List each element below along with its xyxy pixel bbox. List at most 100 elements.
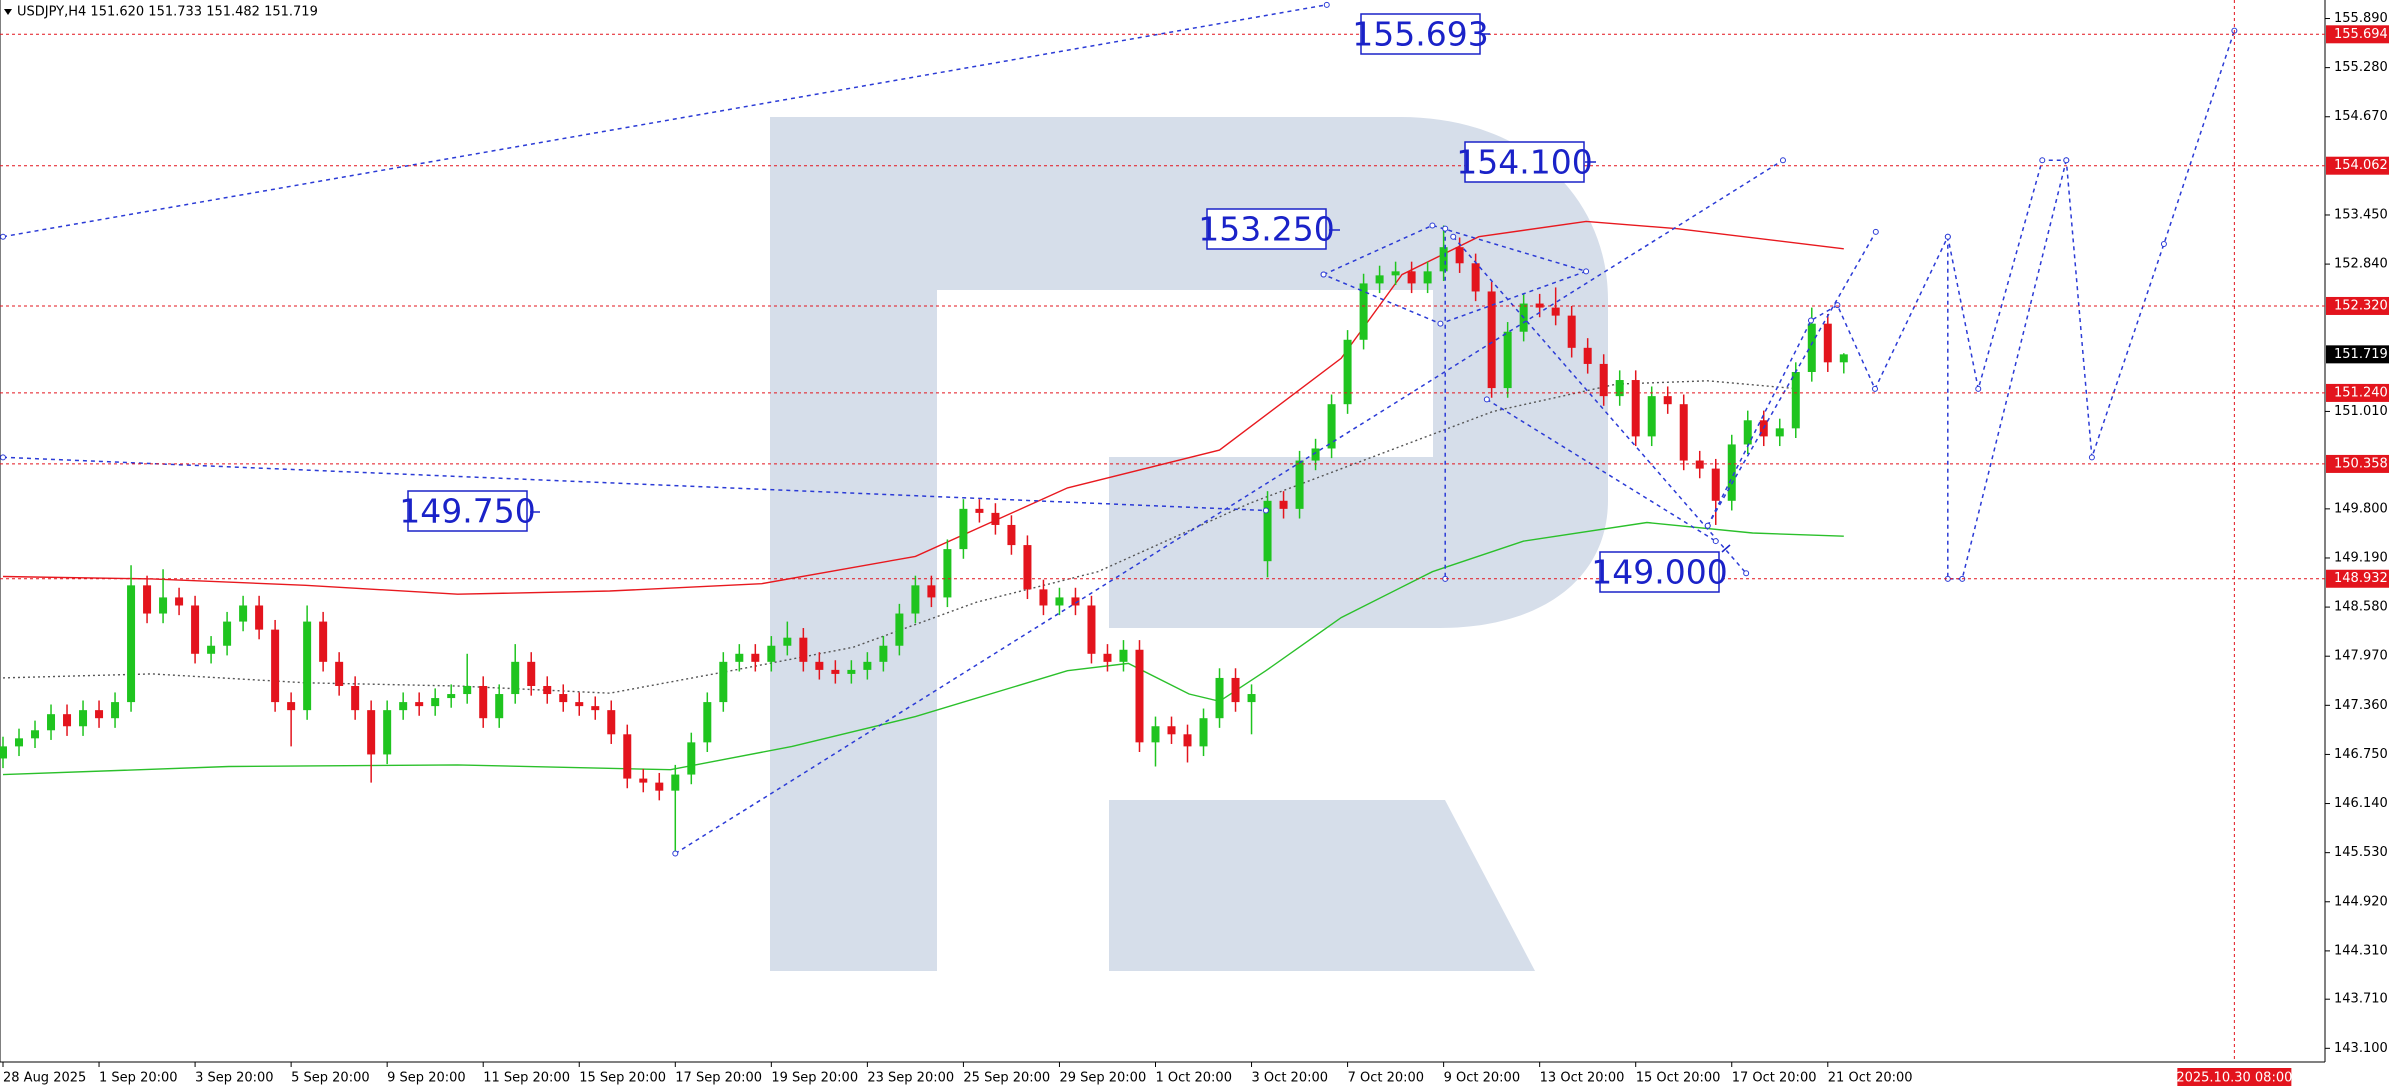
candle-body <box>1663 396 1672 405</box>
candle-body <box>1247 694 1256 703</box>
candle-body <box>751 653 760 662</box>
candle-body <box>1599 363 1608 397</box>
y-tick-label: 154.670 <box>2334 109 2388 124</box>
candle-body <box>463 685 472 695</box>
level-label: 150.358 <box>2334 456 2388 471</box>
candle-body <box>1103 653 1112 662</box>
x-tick-label: 17 Sep 20:00 <box>675 1071 762 1086</box>
candle-body <box>1775 428 1784 437</box>
level-label: 148.932 <box>2334 571 2388 586</box>
candle-body <box>815 661 824 670</box>
watermark <box>770 117 1608 971</box>
candle-body <box>1279 500 1288 509</box>
candle-body <box>1679 404 1688 461</box>
watermark <box>1109 800 1535 971</box>
candle-body <box>1023 545 1032 590</box>
candle-body <box>335 661 344 686</box>
candle-body <box>1231 677 1240 703</box>
candle-body <box>1135 649 1144 743</box>
candle-body <box>1631 380 1640 437</box>
annotation-box <box>1464 141 1585 183</box>
candle-body <box>351 685 360 711</box>
candle-body <box>1343 339 1352 405</box>
time-marker-bg <box>2177 1068 2292 1086</box>
candle-body <box>687 742 696 775</box>
y-tick-label: 149.800 <box>2334 501 2388 516</box>
candle-body <box>671 774 680 791</box>
annotation-box <box>1360 13 1481 55</box>
candle-body <box>1455 247 1464 264</box>
candle-body <box>319 621 328 662</box>
y-tick-label: 149.190 <box>2334 550 2388 565</box>
anchor-point <box>0 454 6 461</box>
annotation-label: 149.750 <box>399 492 535 531</box>
y-tick-label: 144.310 <box>2334 943 2388 958</box>
candle-body <box>959 508 968 550</box>
trend-line <box>1707 30 2236 527</box>
anchor-point <box>1583 268 1590 275</box>
x-tick-label: 5 Sep 20:00 <box>291 1071 370 1086</box>
candle-body <box>1471 263 1480 292</box>
candle-body <box>607 710 616 735</box>
candle-body <box>895 613 904 646</box>
level-label-bg <box>2326 383 2389 402</box>
candle-body <box>1423 271 1432 284</box>
x-tick-label: 1 Oct 20:00 <box>1155 1071 1231 1086</box>
annotation-label: 149.000 <box>1591 553 1727 592</box>
anchor-point <box>1262 507 1269 514</box>
anchor-point <box>672 850 679 857</box>
candle-body <box>1039 589 1048 606</box>
x-tick-label: 23 Sep 20:00 <box>867 1071 954 1086</box>
anchor-point <box>2160 240 2167 247</box>
candle-body <box>191 605 200 654</box>
annotation-leader <box>1721 544 1731 553</box>
level-label: 152.320 <box>2334 298 2388 313</box>
y-tick-label: 152.840 <box>2334 257 2388 272</box>
anchor-point <box>1323 1 1330 8</box>
annotation-label: 153.250 <box>1198 210 1334 249</box>
annotation-label: 154.100 <box>1456 143 1592 182</box>
candle-body <box>511 661 520 695</box>
anchor-point <box>0 233 6 240</box>
candle-body <box>863 661 872 670</box>
y-tick-label: 155.890 <box>2334 11 2388 26</box>
anchor-point <box>1975 385 1982 392</box>
anchor-point <box>1320 271 1327 278</box>
moving-average <box>2 220 1844 595</box>
candle-body <box>767 645 776 662</box>
x-tick-label: 13 Oct 20:00 <box>1540 1071 1625 1086</box>
y-tick-label: 147.360 <box>2334 698 2388 713</box>
candle-body <box>543 685 552 695</box>
annotation-box <box>407 490 528 532</box>
x-tick-label: 1 Sep 20:00 <box>99 1071 178 1086</box>
candle-body <box>383 710 392 755</box>
candle-body <box>1199 718 1208 747</box>
trend-line <box>1707 231 1877 527</box>
candle-body <box>255 605 264 630</box>
price-label: 151.719 <box>2334 347 2388 362</box>
candle-body <box>15 738 24 747</box>
candle-body <box>1215 677 1224 719</box>
candle-body <box>1167 726 1176 735</box>
candle-body <box>847 669 856 674</box>
candle-body <box>47 714 56 731</box>
candle-body <box>143 585 152 614</box>
y-tick-label: 146.140 <box>2334 796 2388 811</box>
candle-body <box>735 653 744 662</box>
y-tick-label: 143.100 <box>2334 1041 2388 1056</box>
x-tick-label: 15 Oct 20:00 <box>1636 1071 1721 1086</box>
x-tick-label: 15 Sep 20:00 <box>579 1071 666 1086</box>
x-tick-label: 29 Sep 20:00 <box>1059 1071 1146 1086</box>
candle-body <box>1439 247 1448 272</box>
candle-body <box>63 714 72 727</box>
anchor-point <box>1483 396 1490 403</box>
anchor-point <box>1807 317 1814 324</box>
chart-title: USDJPY,H4 151.620 151.733 151.482 151.71… <box>17 5 318 20</box>
candle-body <box>79 710 88 727</box>
candle-body <box>1407 271 1416 284</box>
menu-arrow <box>4 9 12 15</box>
x-tick-label: 9 Oct 20:00 <box>1444 1071 1520 1086</box>
candle-body <box>1711 468 1720 501</box>
candle-body <box>111 702 120 719</box>
anchor-point <box>1779 157 1786 164</box>
